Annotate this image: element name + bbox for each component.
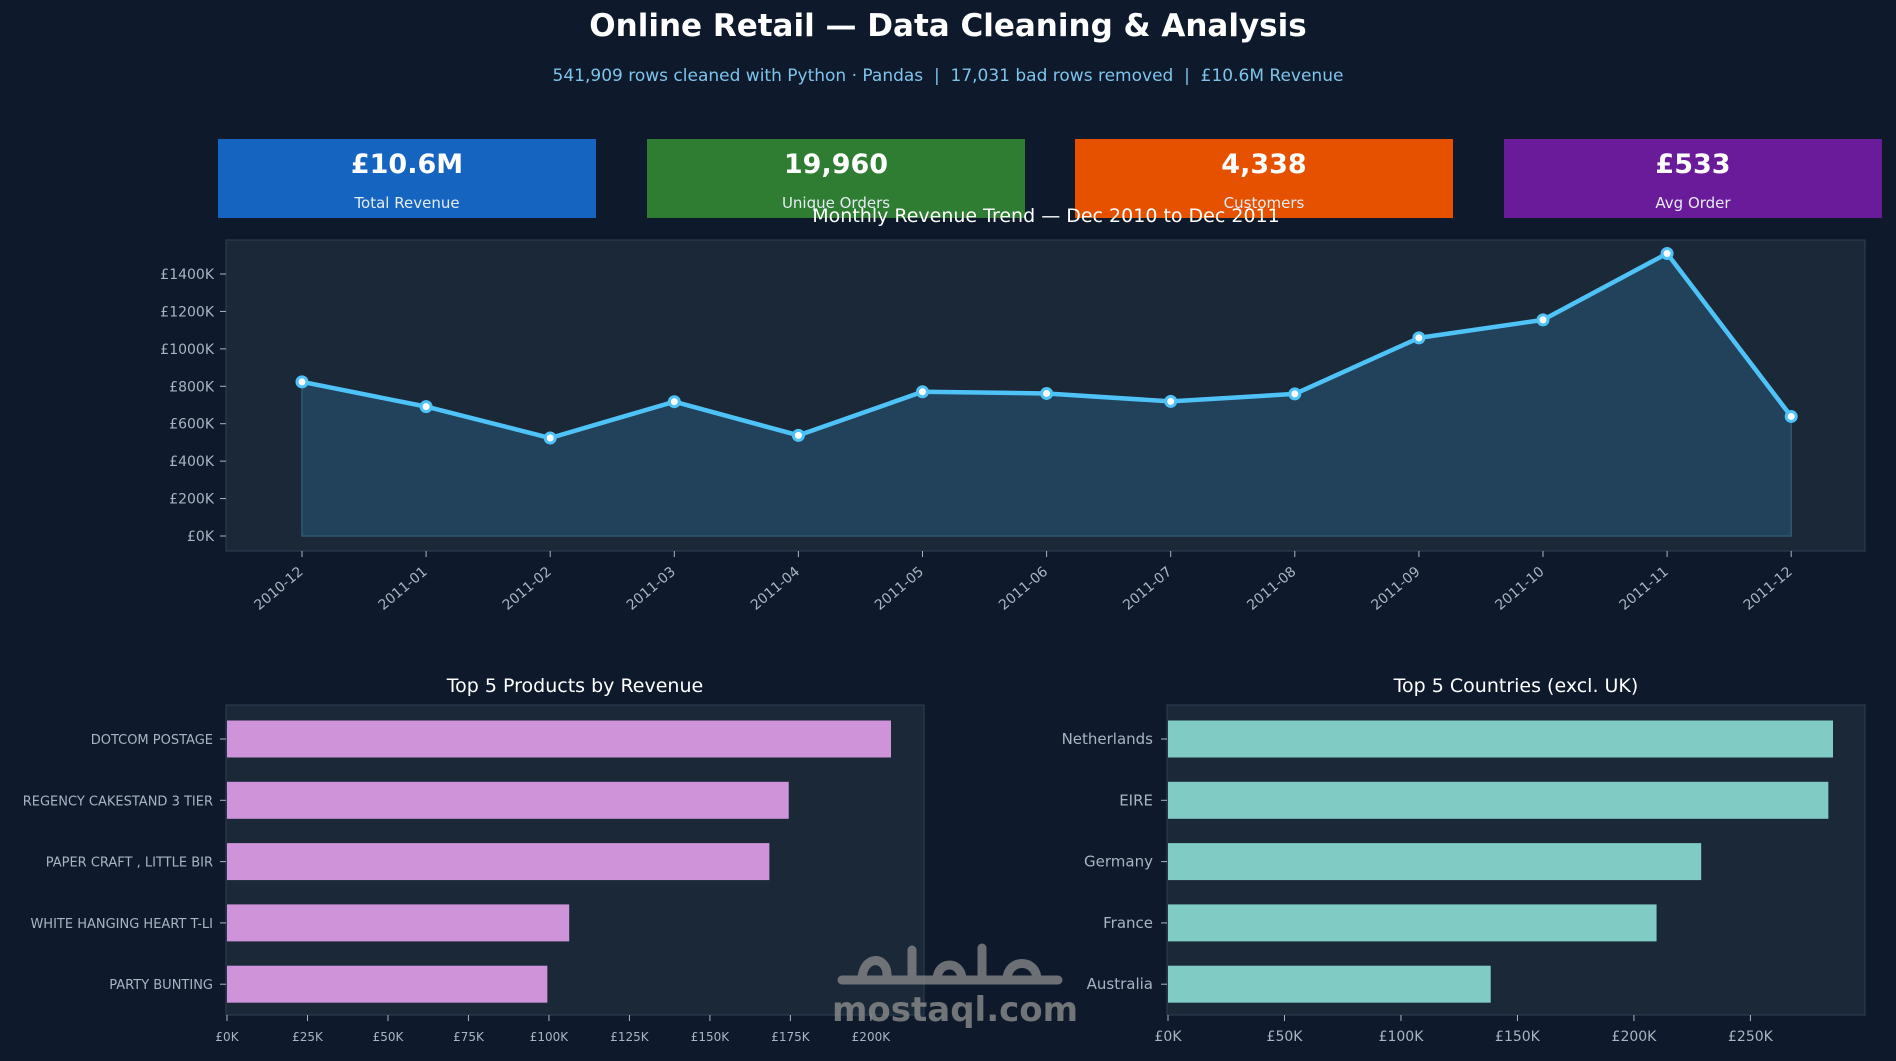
revenue-point (295, 375, 309, 389)
country-category-label: France (1103, 914, 1153, 932)
products-x-tick-label: £175K (771, 1030, 811, 1044)
x-tick-label: 2011-04 (748, 564, 803, 614)
kpi-value: £533 (1655, 149, 1731, 180)
revenue-point (1040, 386, 1054, 400)
kpi-card-customers: 4,338 Customers (1075, 139, 1453, 218)
countries-bar (1168, 843, 1702, 881)
kpi-label: Total Revenue (354, 194, 460, 212)
x-tick-label: 2011-10 (1492, 564, 1547, 614)
kpi-label: Unique Orders (781, 194, 891, 212)
countries-x-tick-label: £0K (1155, 1029, 1183, 1045)
revenue-trend-title: Monthly Revenue Trend — Dec 2010 to Dec … (812, 205, 1280, 227)
products-bar (227, 965, 548, 1003)
y-tick-label: £400K (169, 454, 215, 470)
x-tick-label: 2011-03 (624, 564, 679, 614)
kpi-value: £10.6M (350, 149, 464, 180)
kpi-label: Customers (1223, 194, 1305, 212)
countries-bar (1168, 965, 1491, 1003)
kpi-value: 4,338 (1221, 149, 1307, 180)
revenue-point (1660, 247, 1674, 261)
kpi-card-total-revenue: £10.6M Total Revenue (218, 139, 596, 218)
countries-bar (1168, 904, 1657, 942)
x-tick-label: 2011-02 (500, 564, 555, 614)
products-x-tick-label: £50K (373, 1030, 405, 1044)
revenue-point (1288, 387, 1302, 401)
countries-bar (1168, 720, 1833, 758)
x-tick-label: 2011-09 (1368, 564, 1423, 614)
product-category-label: DOTCOM POSTAGE (91, 733, 213, 748)
product-category-label: WHITE HANGING HEART T-LI (30, 917, 213, 932)
kpi-value: 19,960 (783, 149, 889, 180)
revenue-point (667, 395, 681, 409)
x-tick-label: 2011-11 (1617, 564, 1672, 614)
products-x-tick-label: £75K (453, 1030, 485, 1044)
countries-x-tick-label: £150K (1495, 1029, 1541, 1045)
watermark-logo: mostaql.com (832, 930, 1079, 1030)
products-bar (227, 843, 770, 881)
x-tick-label: 2011-06 (996, 564, 1051, 614)
countries-x-tick-label: £100K (1379, 1029, 1425, 1045)
kpi-card-unique-orders: 19,960 Unique Orders (647, 139, 1025, 218)
y-tick-label: £1000K (160, 342, 215, 358)
countries-x-tick-label: £250K (1728, 1029, 1774, 1045)
page-title: Online Retail — Data Cleaning & Analysis (589, 8, 1307, 44)
country-category-label: EIRE (1119, 791, 1153, 809)
product-category-label: REGENCY CAKESTAND 3 TIER (23, 794, 213, 809)
countries-x-tick-label: £200K (1612, 1029, 1658, 1045)
revenue-point (916, 385, 929, 399)
page-subtitle: 541,909 rows cleaned with Python · Panda… (552, 66, 1344, 86)
product-category-label: PARTY BUNTING (109, 978, 213, 993)
x-tick-label: 2011-01 (376, 564, 431, 614)
y-tick-label: £1200K (160, 304, 215, 320)
y-tick-label: £800K (169, 379, 215, 395)
x-tick-label: 2011-08 (1244, 564, 1299, 614)
x-tick-label: 2010-12 (251, 564, 306, 614)
products-bar (227, 904, 570, 942)
country-category-label: Australia (1087, 975, 1153, 993)
x-tick-label: 2011-12 (1741, 564, 1796, 614)
country-category-label: Germany (1084, 853, 1153, 871)
countries-bar (1168, 781, 1829, 819)
countries-chart-title: Top 5 Countries (excl. UK) (1393, 675, 1639, 697)
watermark-latin: mostaql.com (832, 990, 1079, 1030)
products-bar (227, 720, 891, 758)
revenue-point (1412, 331, 1426, 345)
products-x-tick-label: £200K (852, 1030, 892, 1044)
y-tick-label: £0K (187, 529, 215, 545)
products-bar (227, 781, 789, 819)
x-tick-label: 2011-07 (1120, 564, 1175, 614)
products-x-tick-label: £0K (215, 1030, 239, 1044)
revenue-point (1536, 313, 1550, 327)
y-tick-label: £600K (169, 417, 215, 433)
products-chart-title: Top 5 Products by Revenue (446, 675, 704, 697)
products-x-tick-label: £100K (530, 1030, 570, 1044)
products-x-tick-label: £25K (292, 1030, 324, 1044)
kpi-card-avg-order: £533 Avg Order (1504, 139, 1882, 218)
product-category-label: PAPER CRAFT , LITTLE BIR (46, 856, 213, 871)
y-tick-label: £1400K (160, 267, 215, 283)
revenue-point (791, 428, 805, 442)
products-x-tick-label: £125K (610, 1030, 650, 1044)
products-x-tick-label: £150K (691, 1030, 731, 1044)
x-tick-label: 2011-05 (872, 564, 927, 614)
country-category-label: Netherlands (1062, 730, 1154, 748)
revenue-point (1784, 409, 1798, 423)
revenue-point (1164, 394, 1178, 408)
watermark-arabic-glyph (837, 943, 1063, 985)
countries-x-tick-label: £50K (1267, 1029, 1304, 1045)
kpi-label: Avg Order (1655, 194, 1731, 212)
revenue-point (543, 431, 557, 445)
revenue-point (419, 400, 433, 414)
y-tick-label: £200K (169, 492, 215, 508)
